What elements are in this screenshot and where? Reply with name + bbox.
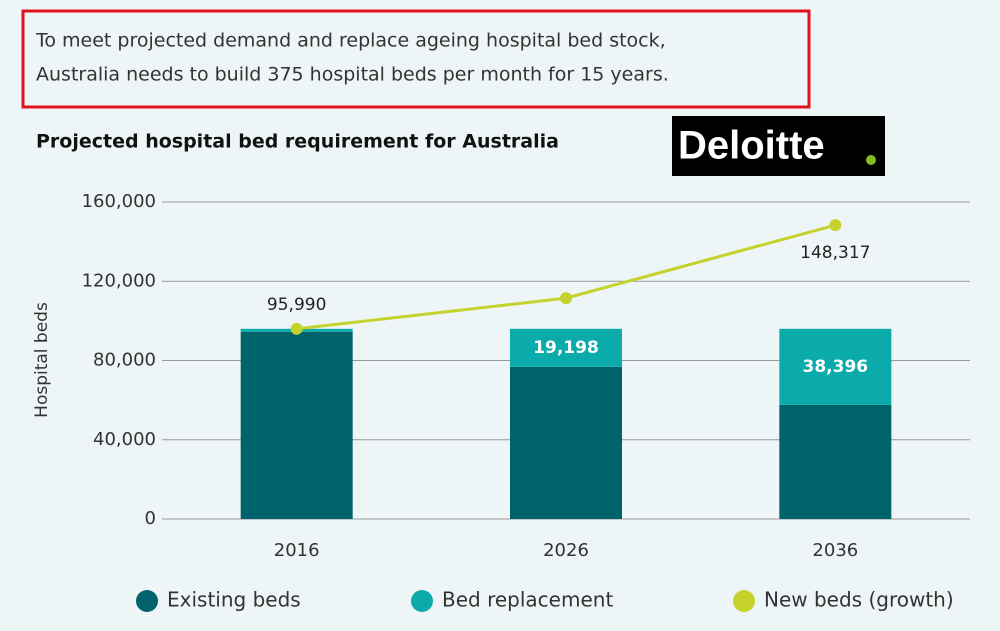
legend-swatch xyxy=(136,590,158,612)
y-tick-label: 120,000 xyxy=(82,270,156,291)
data-label: 95,990 xyxy=(267,295,326,315)
x-tick-label: 2036 xyxy=(812,540,858,561)
highlight-box xyxy=(21,9,811,109)
x-tick-label: 2016 xyxy=(274,540,320,561)
logo-box xyxy=(672,116,885,176)
header-line: To meet projected demand and replace age… xyxy=(35,30,666,52)
logo: Deloitte xyxy=(678,124,825,168)
line-point xyxy=(290,322,303,335)
y-axis-label: Hospital beds xyxy=(32,302,52,418)
y-tick-label: 160,000 xyxy=(82,191,156,212)
x-tick-label: 2026 xyxy=(543,540,589,561)
data-label: 148,317 xyxy=(800,243,870,263)
bar-segment xyxy=(240,331,353,519)
bar-segment xyxy=(779,404,892,519)
data-label: 19,198 xyxy=(533,338,599,358)
legend-swatch xyxy=(411,590,433,612)
chart-title: Projected hospital bed requirement for A… xyxy=(36,131,559,153)
legend-label: Existing beds xyxy=(167,588,301,612)
data-label: 38,396 xyxy=(803,357,869,377)
line-point xyxy=(829,219,842,232)
legend-label: New beds (growth) xyxy=(764,588,954,612)
logo-dot xyxy=(866,155,876,165)
bar-segment xyxy=(510,366,622,519)
legend-swatch xyxy=(733,590,755,612)
bar-segment xyxy=(779,328,892,405)
bar-segment xyxy=(510,328,622,367)
y-tick-label: 80,000 xyxy=(93,350,156,371)
legend-label: Bed replacement xyxy=(442,588,613,612)
header-line: Australia needs to build 375 hospital be… xyxy=(36,64,669,86)
y-tick-label: 0 xyxy=(145,508,156,529)
y-tick-label: 40,000 xyxy=(93,429,156,450)
line-point xyxy=(560,292,572,305)
